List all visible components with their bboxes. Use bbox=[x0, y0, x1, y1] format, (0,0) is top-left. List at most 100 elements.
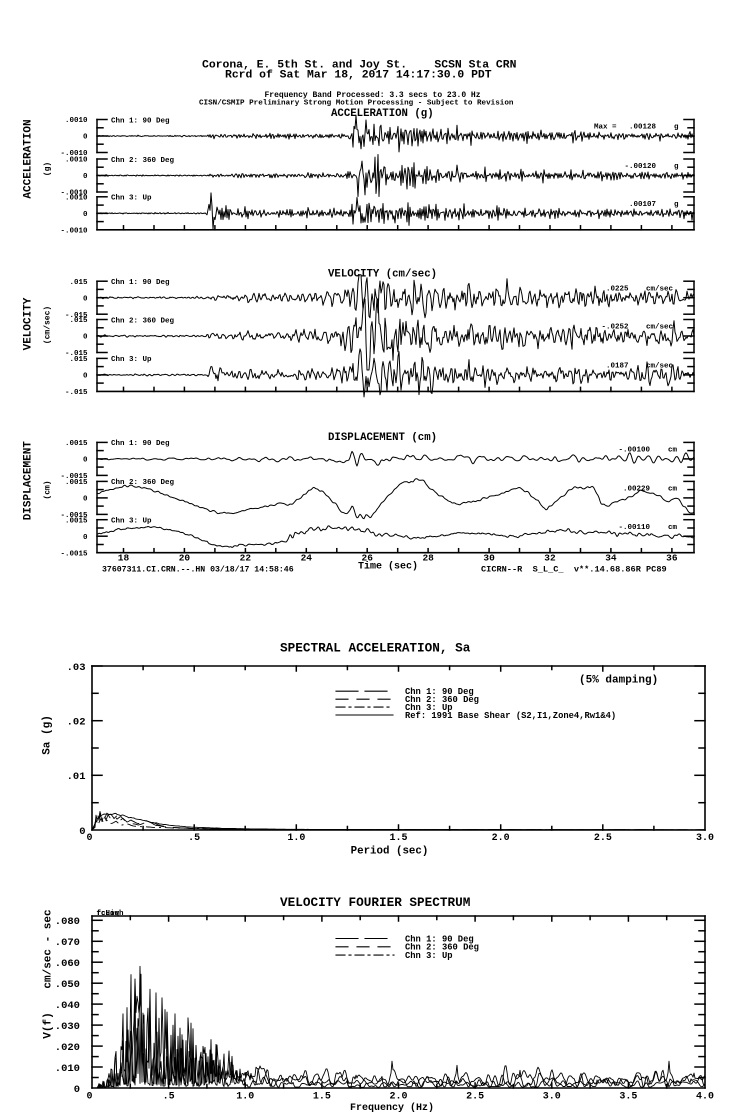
svg-text:0: 0 bbox=[79, 826, 85, 838]
svg-text:.020: .020 bbox=[55, 1042, 80, 1054]
svg-text:.060: .060 bbox=[55, 958, 80, 970]
svg-text:.0225: .0225 bbox=[606, 285, 629, 293]
svg-text:fcLow: fcLow bbox=[97, 910, 120, 918]
svg-text:2.5: 2.5 bbox=[466, 1092, 484, 1103]
svg-text:(g): (g) bbox=[44, 162, 53, 176]
svg-text:-.015: -.015 bbox=[65, 389, 88, 397]
svg-text:0: 0 bbox=[86, 833, 92, 844]
svg-text:CISN/CSMIP Preliminary Strong: CISN/CSMIP Preliminary Strong Motion Pro… bbox=[199, 99, 514, 107]
svg-text:DISPLACEMENT (cm): DISPLACEMENT (cm) bbox=[328, 432, 437, 444]
svg-text:(cm): (cm) bbox=[44, 480, 53, 499]
svg-text:.030: .030 bbox=[55, 1021, 80, 1033]
svg-text:SPECTRAL ACCELERATION, Sa: SPECTRAL ACCELERATION, Sa bbox=[280, 641, 471, 656]
svg-text:Chn 2: 360 Deg: Chn 2: 360 Deg bbox=[111, 317, 175, 325]
svg-text:cm/sec - sec: cm/sec - sec bbox=[43, 909, 55, 988]
svg-text:.0010: .0010 bbox=[65, 157, 88, 165]
svg-text:ACCELERATION (g): ACCELERATION (g) bbox=[331, 108, 434, 120]
svg-text:g: g bbox=[674, 201, 679, 209]
svg-text:36: 36 bbox=[666, 552, 678, 563]
svg-text:Chn 3: Up: Chn 3: Up bbox=[111, 356, 152, 364]
svg-text:.015: .015 bbox=[69, 317, 88, 325]
svg-text:3.0: 3.0 bbox=[543, 1092, 561, 1103]
svg-text:CICRN--R S_L_C_ v**.14.68.86: CICRN--R S_L_C_ v**.14.68.86R PC89 bbox=[481, 565, 667, 575]
svg-text:0: 0 bbox=[83, 295, 88, 303]
svg-text:Chn 2: 360 Deg: Chn 2: 360 Deg bbox=[111, 157, 175, 165]
svg-text:V(f): V(f) bbox=[43, 1012, 55, 1038]
svg-text:26: 26 bbox=[362, 552, 374, 563]
svg-text:.080: .080 bbox=[55, 916, 80, 928]
svg-text:-.0010: -.0010 bbox=[60, 190, 88, 198]
svg-text:0: 0 bbox=[83, 534, 88, 542]
svg-text:.00107: .00107 bbox=[629, 201, 656, 209]
svg-text:1.0: 1.0 bbox=[236, 1092, 254, 1103]
svg-text:2.5: 2.5 bbox=[594, 833, 612, 844]
svg-text:3.5: 3.5 bbox=[619, 1092, 637, 1103]
svg-text:0: 0 bbox=[83, 134, 88, 142]
svg-text:.015: .015 bbox=[69, 279, 88, 287]
svg-text:VELOCITY: VELOCITY bbox=[23, 297, 35, 350]
svg-text:0: 0 bbox=[86, 1092, 92, 1103]
svg-text:0: 0 bbox=[83, 211, 88, 219]
svg-text:3.0: 3.0 bbox=[696, 833, 714, 844]
svg-text:Chn 1: 90 Deg: Chn 1: 90 Deg bbox=[111, 440, 170, 448]
svg-text:0: 0 bbox=[83, 457, 88, 465]
svg-text:DISPLACEMENT: DISPLACEMENT bbox=[23, 441, 35, 521]
svg-text:Frequency (Hz): Frequency (Hz) bbox=[350, 1102, 434, 1114]
svg-text:2.0: 2.0 bbox=[492, 833, 510, 844]
svg-text:1.0: 1.0 bbox=[287, 833, 305, 844]
svg-text:.00128: .00128 bbox=[629, 124, 657, 132]
svg-text:Chn 3: Up: Chn 3: Up bbox=[405, 951, 453, 961]
svg-text:2.0: 2.0 bbox=[389, 1092, 407, 1103]
svg-text:Time (sec): Time (sec) bbox=[358, 560, 418, 572]
svg-text:-.0015: -.0015 bbox=[60, 512, 88, 520]
svg-text:.01: .01 bbox=[67, 771, 86, 783]
svg-text:Chn 2: 360 Deg: Chn 2: 360 Deg bbox=[111, 479, 175, 487]
svg-text:cm/sec: cm/sec bbox=[646, 285, 674, 293]
svg-text:-.015: -.015 bbox=[65, 350, 88, 358]
svg-text:-.0010: -.0010 bbox=[60, 150, 88, 158]
svg-text:Frequency Band Processed: 3.3: Frequency Band Processed: 3.3 secs to 23… bbox=[265, 91, 481, 100]
svg-text:g: g bbox=[674, 124, 679, 132]
svg-text:Chn 1: 90 Deg: Chn 1: 90 Deg bbox=[111, 279, 170, 287]
svg-text:Period (sec): Period (sec) bbox=[351, 846, 429, 858]
svg-text:fcHigh: fcHigh bbox=[97, 910, 125, 918]
svg-text:(cm/sec): (cm/sec) bbox=[44, 306, 53, 344]
svg-text:g: g bbox=[674, 163, 679, 171]
svg-text:Chn 3: Up: Chn 3: Up bbox=[405, 703, 453, 713]
svg-text:Ref: 1991 Base Shear (S2,I1,Zo: Ref: 1991 Base Shear (S2,I1,Zone4,Rw1&4) bbox=[405, 711, 616, 721]
svg-text:.5: .5 bbox=[163, 1092, 175, 1103]
svg-text:1.5: 1.5 bbox=[389, 833, 407, 844]
svg-text:.0187: .0187 bbox=[606, 363, 629, 371]
svg-text:.050: .050 bbox=[55, 979, 80, 991]
svg-text:Chn 2: 360 Deg: Chn 2: 360 Deg bbox=[405, 695, 479, 705]
svg-text:.00229: .00229 bbox=[623, 486, 651, 494]
svg-text:-.0015: -.0015 bbox=[60, 473, 88, 481]
svg-text:VELOCITY FOURIER SPECTRUM: VELOCITY FOURIER SPECTRUM bbox=[280, 895, 470, 910]
svg-text:-.00110: -.00110 bbox=[618, 524, 650, 532]
svg-text:.0010: .0010 bbox=[65, 195, 88, 203]
svg-text:Chn 1: 90 Deg: Chn 1: 90 Deg bbox=[111, 117, 170, 125]
svg-text:0: 0 bbox=[83, 496, 88, 504]
svg-text:34: 34 bbox=[605, 552, 617, 563]
svg-text:Chn 1: 90 Deg: Chn 1: 90 Deg bbox=[405, 934, 474, 944]
svg-text:Chn 3: Up: Chn 3: Up bbox=[111, 518, 152, 526]
svg-text:Chn 3: Up: Chn 3: Up bbox=[111, 195, 152, 203]
svg-text:.5: .5 bbox=[188, 833, 200, 844]
svg-text:cm: cm bbox=[668, 447, 678, 455]
svg-text:.015: .015 bbox=[69, 356, 88, 364]
svg-text:(5% damping): (5% damping) bbox=[579, 675, 658, 687]
svg-text:.0015: .0015 bbox=[65, 440, 88, 448]
svg-text:0: 0 bbox=[83, 334, 88, 342]
svg-text:Chn 1: 90 Deg: Chn 1: 90 Deg bbox=[405, 687, 474, 697]
svg-text:-.0010: -.0010 bbox=[60, 228, 88, 236]
svg-text:.02: .02 bbox=[67, 716, 86, 728]
svg-text:0: 0 bbox=[83, 373, 88, 381]
svg-text:-.015: -.015 bbox=[65, 312, 88, 320]
svg-text:.03: .03 bbox=[67, 662, 86, 674]
svg-text:0: 0 bbox=[83, 173, 88, 181]
svg-text:0: 0 bbox=[74, 1084, 80, 1096]
svg-text:24: 24 bbox=[301, 552, 313, 563]
svg-text:Sa (g): Sa (g) bbox=[42, 715, 54, 755]
svg-text:VELOCITY (cm/sec): VELOCITY (cm/sec) bbox=[328, 269, 437, 281]
svg-text:37607311.CI.CRN.--.HN 03/18/17: 37607311.CI.CRN.--.HN 03/18/17 14:58:46 bbox=[102, 565, 294, 575]
